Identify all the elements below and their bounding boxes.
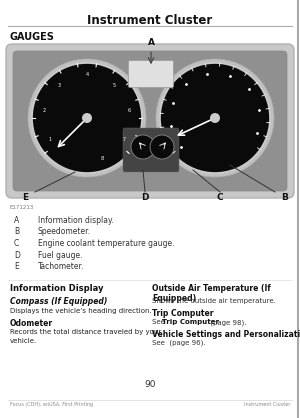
FancyBboxPatch shape bbox=[6, 44, 294, 198]
Text: 1: 1 bbox=[48, 137, 51, 142]
Circle shape bbox=[28, 59, 146, 177]
Text: vehicle.: vehicle. bbox=[10, 338, 37, 344]
Text: Information display.: Information display. bbox=[38, 216, 114, 225]
Text: Trip Computer: Trip Computer bbox=[152, 309, 214, 318]
Text: See  (page 96).: See (page 96). bbox=[152, 340, 206, 347]
Text: D: D bbox=[141, 193, 149, 202]
Text: 6: 6 bbox=[128, 108, 131, 113]
Circle shape bbox=[210, 113, 220, 123]
Text: Tachometer.: Tachometer. bbox=[38, 262, 84, 271]
FancyBboxPatch shape bbox=[15, 92, 59, 144]
Text: 90: 90 bbox=[144, 380, 156, 389]
Text: D: D bbox=[14, 250, 20, 260]
FancyBboxPatch shape bbox=[255, 92, 283, 144]
Text: Outside Air Temperature (If Equipped): Outside Air Temperature (If Equipped) bbox=[152, 284, 271, 303]
Text: E: E bbox=[14, 262, 19, 271]
Text: B: B bbox=[282, 193, 288, 202]
Circle shape bbox=[32, 63, 142, 173]
Text: Odometer: Odometer bbox=[10, 319, 53, 328]
Text: Records the total distance traveled by your: Records the total distance traveled by y… bbox=[10, 329, 161, 335]
Text: C: C bbox=[14, 239, 19, 248]
Text: Compass (If Equipped): Compass (If Equipped) bbox=[10, 297, 107, 306]
Text: 3: 3 bbox=[58, 83, 61, 87]
Text: GAUGES: GAUGES bbox=[10, 32, 55, 42]
Text: Fuel gauge.: Fuel gauge. bbox=[38, 250, 82, 260]
Text: Vehicle Settings and Personalization: Vehicle Settings and Personalization bbox=[152, 330, 300, 339]
FancyBboxPatch shape bbox=[13, 51, 287, 191]
Text: Displays the vehicle’s heading direction.: Displays the vehicle’s heading direction… bbox=[10, 308, 152, 314]
Text: E171213: E171213 bbox=[10, 205, 34, 210]
Text: Shows the outside air temperature.: Shows the outside air temperature. bbox=[152, 298, 276, 304]
Circle shape bbox=[150, 135, 174, 159]
Text: C: C bbox=[217, 193, 223, 202]
Text: A: A bbox=[14, 216, 19, 225]
Circle shape bbox=[156, 59, 274, 177]
FancyBboxPatch shape bbox=[128, 61, 173, 87]
Text: Focus (CDH), enUSA, First Printing: Focus (CDH), enUSA, First Printing bbox=[10, 402, 93, 407]
Text: Speedometer.: Speedometer. bbox=[38, 227, 91, 237]
FancyBboxPatch shape bbox=[123, 128, 179, 172]
Text: Trip Computer: Trip Computer bbox=[162, 319, 219, 325]
Text: A: A bbox=[148, 38, 154, 47]
Text: 2: 2 bbox=[43, 108, 46, 113]
Text: Instrument Cluster: Instrument Cluster bbox=[87, 14, 213, 27]
Text: Instrument Cluster: Instrument Cluster bbox=[244, 402, 290, 407]
Circle shape bbox=[160, 63, 270, 173]
Text: 8: 8 bbox=[100, 156, 103, 161]
Text: See: See bbox=[152, 319, 167, 325]
Text: Engine coolant temperature gauge.: Engine coolant temperature gauge. bbox=[38, 239, 175, 248]
Text: 7: 7 bbox=[123, 137, 126, 142]
Text: E: E bbox=[22, 193, 28, 202]
Text: B: B bbox=[14, 227, 19, 237]
Text: 5: 5 bbox=[113, 83, 116, 87]
Text: Information Display: Information Display bbox=[10, 284, 103, 293]
Circle shape bbox=[82, 113, 92, 123]
Text: (page 98).: (page 98). bbox=[208, 319, 247, 326]
Circle shape bbox=[131, 135, 155, 159]
Text: 4: 4 bbox=[85, 72, 88, 77]
